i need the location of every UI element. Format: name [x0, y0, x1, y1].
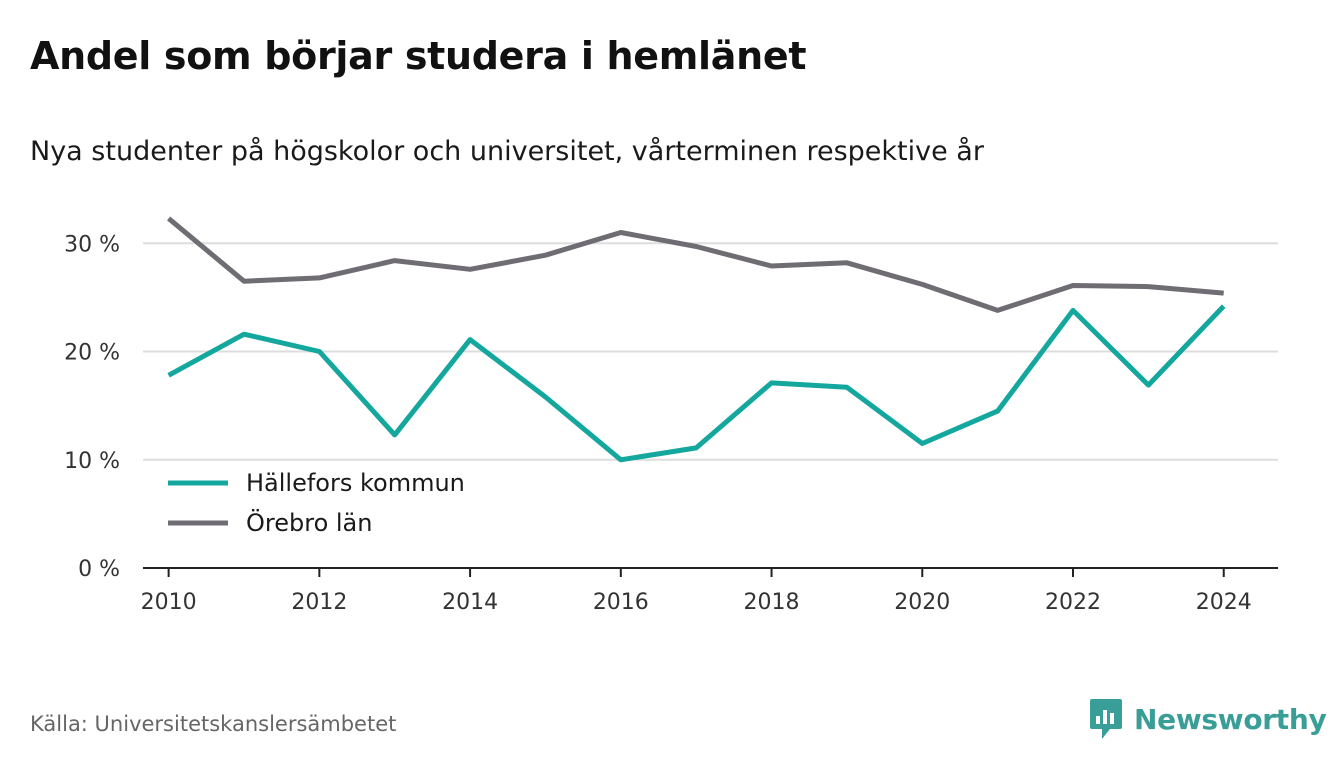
series-lines: [167, 216, 1226, 463]
y-tick-label: 20 %: [64, 341, 120, 366]
y-tick-label: 0 %: [78, 557, 120, 582]
x-tick-label: 2010: [141, 590, 197, 615]
legend-label: Hällefors kommun: [246, 469, 465, 497]
legend: Hällefors kommun Örebro län: [168, 469, 465, 537]
y-tick-label: 30 %: [64, 232, 120, 257]
series-line-1: [167, 216, 1224, 313]
x-tick-label: 2020: [894, 590, 950, 615]
legend-label: Örebro län: [246, 508, 372, 537]
x-tick-label: 2022: [1045, 590, 1101, 615]
y-axis-ticks: 0 % 10 % 20 % 30 %: [64, 232, 120, 582]
brand-name: Newsworthy: [1134, 702, 1327, 736]
x-tick-label: 2016: [593, 590, 649, 615]
x-tick-label: 2024: [1196, 590, 1252, 615]
x-tick-label: 2012: [291, 590, 347, 615]
chart-title: Andel som börjar studera i hemlänet: [30, 34, 807, 78]
x-tick-label: 2014: [442, 590, 498, 615]
newsworthy-logo-icon: [1090, 699, 1122, 739]
chart-subtitle: Nya studenter på högskolor och universit…: [30, 136, 984, 167]
x-axis-ticks: 2010 2012 2014 2016 2018 2020 2022 2024: [141, 568, 1252, 615]
newsworthy-brand: Newsworthy: [1088, 697, 1327, 741]
x-tick-label: 2018: [744, 590, 800, 615]
source-note: Källa: Universitetskanslersämbetet: [30, 712, 397, 736]
y-tick-label: 10 %: [64, 449, 120, 474]
line-chart: 0 % 10 % 20 % 30 % 2010 2012 2014 2016 2018 2020…: [64, 216, 1278, 615]
gridlines: [143, 242, 1278, 461]
series-line-0: [167, 304, 1226, 463]
